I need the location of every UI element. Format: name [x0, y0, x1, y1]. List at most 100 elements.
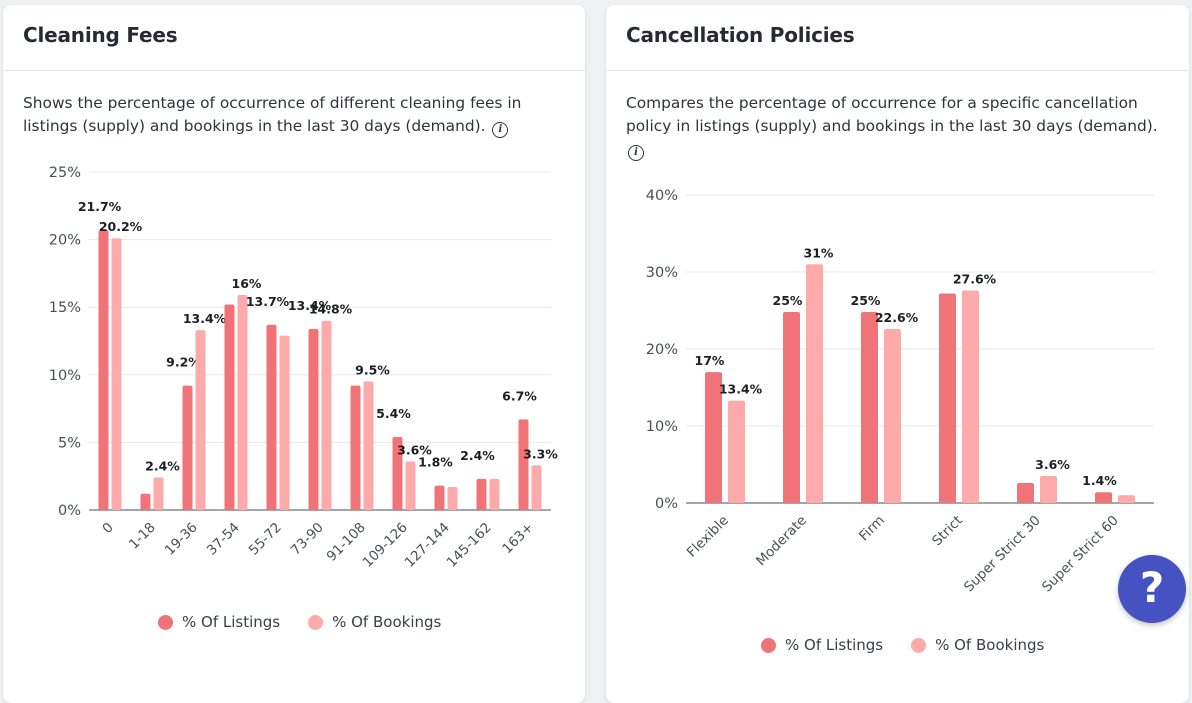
data-label: 9.2%	[166, 355, 201, 370]
card-header: Cancellation Policies	[606, 5, 1189, 71]
data-label: 13.7%	[246, 294, 290, 309]
legend-item-bookings[interactable]: % Of Bookings	[308, 613, 441, 631]
legend-item-listings[interactable]: % Of Listings	[158, 613, 280, 631]
data-label: 3.6%	[397, 442, 432, 457]
card-header: Cleaning Fees	[3, 5, 585, 71]
legend-swatch-listings	[761, 637, 776, 653]
data-label: 20.2%	[99, 219, 143, 234]
x-tick-label: 145-162	[444, 520, 495, 571]
x-tick-label: Firm	[856, 513, 888, 545]
data-label: 13.4%	[183, 311, 227, 326]
bar-bookings	[405, 461, 416, 510]
bar-listings	[476, 478, 487, 510]
question-icon: ?	[1139, 563, 1165, 612]
x-tick-label: 127-144	[402, 520, 453, 571]
legend-label: % Of Bookings	[332, 613, 442, 631]
cleaning-fees-card: Cleaning Fees Shows the percentage of oc…	[3, 5, 585, 703]
x-tick-label: Strict	[929, 513, 966, 550]
data-label: 5.4%	[376, 406, 411, 421]
data-label: 1.4%	[1082, 473, 1117, 488]
bar-listings	[350, 385, 361, 510]
card-title: Cleaning Fees	[23, 23, 178, 47]
data-label: 16%	[232, 276, 262, 291]
x-tick-label: 0	[99, 520, 116, 537]
info-icon[interactable]: i	[492, 122, 509, 138]
bar-listings	[434, 485, 445, 510]
data-label: 3.3%	[523, 446, 558, 461]
legend-label: % Of Bookings	[935, 636, 1045, 654]
bar-bookings	[279, 335, 290, 510]
bar-bookings	[237, 295, 248, 510]
bar-listings	[518, 419, 529, 510]
bar-listings	[266, 324, 277, 510]
x-tick-label: 1-18	[126, 520, 159, 553]
legend-label: % Of Listings	[785, 636, 884, 654]
bar-listings	[705, 372, 722, 503]
cleaning-fees-chart: 0% 5% 10% 15% 20% 25% 21.7% 20.2% 0 2.4% 1-18 9.2% 1…	[49, 165, 559, 571]
description-text: Shows the percentage of occurrence of di…	[23, 94, 522, 135]
bar-bookings	[1118, 495, 1135, 503]
legend-swatch-bookings	[911, 637, 927, 653]
bar-listings	[140, 493, 151, 510]
bar-listings	[861, 312, 878, 503]
bar-bookings	[728, 400, 745, 503]
description-text: Compares the percentage of occurrence fo…	[626, 94, 1158, 135]
data-label: 31%	[804, 245, 834, 260]
data-label: 13.4%	[719, 382, 763, 397]
data-label: 6.7%	[502, 388, 537, 403]
bar-bookings	[447, 487, 458, 510]
bar-listings	[308, 328, 319, 510]
data-label: 14.8%	[309, 302, 353, 317]
legend-label: % Of Listings	[182, 613, 281, 631]
y-tick-label: 0%	[655, 496, 678, 512]
bar-bookings	[111, 238, 122, 511]
y-tick-label: 20%	[49, 233, 81, 249]
data-label: 17%	[695, 353, 725, 368]
y-tick-label: 15%	[49, 300, 81, 316]
x-tick-label: 19-36	[162, 520, 201, 559]
legend-item-listings[interactable]: % Of Listings	[761, 636, 883, 654]
data-label: 22.6%	[875, 310, 919, 325]
x-tick-label: Super Strict 30	[961, 513, 1044, 596]
bar-bookings	[806, 264, 823, 503]
cancellation-policies-card: Cancellation Policies Compares the perce…	[606, 5, 1189, 703]
info-icon[interactable]: i	[628, 145, 644, 161]
bar-listings	[182, 385, 193, 510]
bar-bookings	[321, 320, 332, 510]
x-tick-label: 73-90	[288, 520, 327, 559]
data-label: 27.6%	[953, 271, 997, 286]
bar-listings	[939, 293, 956, 503]
y-tick-label: 10%	[646, 419, 678, 435]
legend-swatch-bookings	[308, 614, 324, 630]
bar-bookings	[195, 330, 206, 510]
y-tick-label: 0%	[58, 503, 81, 519]
x-tick-label: 163+	[499, 520, 537, 558]
y-tick-label: 40%	[646, 188, 678, 204]
bar-listings	[783, 312, 800, 503]
x-tick-label: 55-72	[246, 520, 285, 559]
y-tick-label: 30%	[646, 265, 678, 281]
x-tick-label: 37-54	[204, 520, 243, 559]
chart-legend: % Of Listings % Of Bookings	[158, 613, 441, 631]
cancellation-policies-chart: 0% 10% 20% 30% 40% 17% 13.4% Flexible 25% 31% Mode…	[646, 188, 1154, 596]
y-tick-label: 25%	[49, 165, 81, 181]
bar-listings	[224, 304, 235, 510]
data-label: 2.4%	[460, 448, 495, 463]
legend-swatch-listings	[158, 614, 173, 630]
data-label: 1.8%	[418, 455, 453, 470]
data-label: 25%	[773, 293, 803, 308]
data-label: 21.7%	[78, 199, 122, 214]
bar-bookings	[153, 477, 164, 510]
data-label: 13.4%	[288, 298, 332, 313]
bar-bookings	[1040, 476, 1057, 503]
card-description: Compares the percentage of occurrence fo…	[626, 92, 1171, 161]
bar-listings	[1017, 482, 1034, 503]
legend-item-bookings[interactable]: % Of Bookings	[911, 636, 1044, 654]
help-button[interactable]: ?	[1118, 555, 1186, 623]
data-label: 25%	[851, 293, 881, 308]
data-label: 9.5%	[355, 363, 390, 378]
card-title: Cancellation Policies	[626, 23, 855, 47]
y-tick-label: 10%	[49, 368, 81, 384]
x-tick-label: 109-126	[360, 520, 411, 571]
data-label: 3.6%	[1035, 457, 1070, 472]
